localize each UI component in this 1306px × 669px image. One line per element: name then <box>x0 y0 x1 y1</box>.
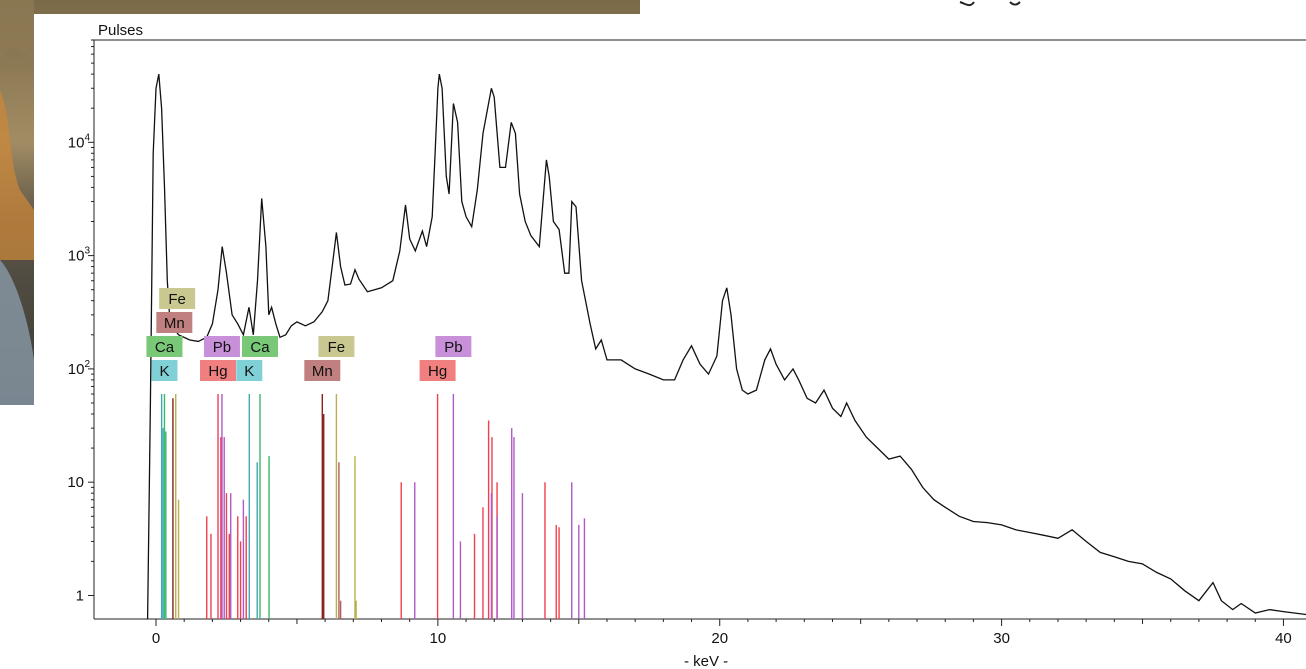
element-tag-box <box>318 336 355 357</box>
element-tag-box <box>435 336 472 357</box>
spectrum-chart-panel: Pulses 1 10 102 103 104 0 10 20 30 40 Fe Mn Ca K Pb H… <box>34 14 1306 669</box>
element-tag-fe: Fe <box>159 288 196 309</box>
spectrum-line <box>146 73 1306 620</box>
x-tick-label: 40 <box>1275 630 1292 647</box>
element-tag-hg: Hg <box>419 360 456 381</box>
element-tag-box <box>156 312 193 333</box>
y-axis-label: Pulses <box>98 22 143 39</box>
y-tick-label: 1 <box>76 587 84 604</box>
x-tick-label: 0 <box>152 630 160 647</box>
element-tag-pb: Pb <box>203 336 240 357</box>
element-tag-label: Pb <box>444 339 462 356</box>
y-tick-label: 102 <box>68 359 91 378</box>
element-tag-label: Mn <box>312 363 333 380</box>
element-tag-label: K <box>244 363 254 380</box>
element-tag-label: Fe <box>328 339 346 356</box>
element-tag-fe: Fe <box>318 336 355 357</box>
element-tag-k: K <box>236 360 263 381</box>
element-tag-ca: Ca <box>242 336 279 357</box>
element-tag-label: Hg <box>208 363 227 380</box>
xrf-spectrum-chart: Pulses 1 10 102 103 104 0 10 20 30 40 Fe Mn Ca K Pb H… <box>34 14 1306 669</box>
element-tag-label: Pb <box>213 339 231 356</box>
element-tag-box <box>304 360 341 381</box>
x-tick-label: 20 <box>711 630 728 647</box>
element-emission-lines <box>160 394 586 619</box>
element-tag-box <box>159 288 196 309</box>
element-tag-label: Hg <box>428 363 447 380</box>
element-tag-mn: Mn <box>156 312 193 333</box>
x-axis-label: - keV - <box>684 653 728 669</box>
element-tag-k: K <box>151 360 178 381</box>
element-tag-label: Fe <box>168 291 186 308</box>
y-tick-label: 103 <box>68 246 91 265</box>
element-tag-box <box>151 360 178 381</box>
y-tick-label: 104 <box>68 132 91 151</box>
element-tag-box <box>146 336 183 357</box>
element-tag-label: Ca <box>250 339 270 356</box>
element-tag-box <box>419 360 456 381</box>
element-tag-box <box>200 360 237 381</box>
element-tags: Fe Mn Ca K Pb Hg Ca K Fe Mn Pb Hg <box>146 288 472 381</box>
x-tick-label: 10 <box>430 630 447 647</box>
element-tag-box <box>242 336 279 357</box>
element-tag-mn: Mn <box>304 360 341 381</box>
element-tag-label: K <box>159 363 169 380</box>
element-tag-label: Ca <box>155 339 175 356</box>
element-tag-hg: Hg <box>200 360 237 381</box>
element-tag-pb: Pb <box>435 336 472 357</box>
element-tag-label: Mn <box>164 315 185 332</box>
y-tick-label: 10 <box>67 474 84 491</box>
element-tag-box <box>203 336 240 357</box>
x-tick-label: 30 <box>993 630 1010 647</box>
x-ticks: 0 10 20 30 40 <box>152 619 1292 647</box>
element-tag-ca: Ca <box>146 336 183 357</box>
element-tag-box <box>236 360 263 381</box>
y-ticks: 1 10 102 103 104 <box>67 39 94 604</box>
